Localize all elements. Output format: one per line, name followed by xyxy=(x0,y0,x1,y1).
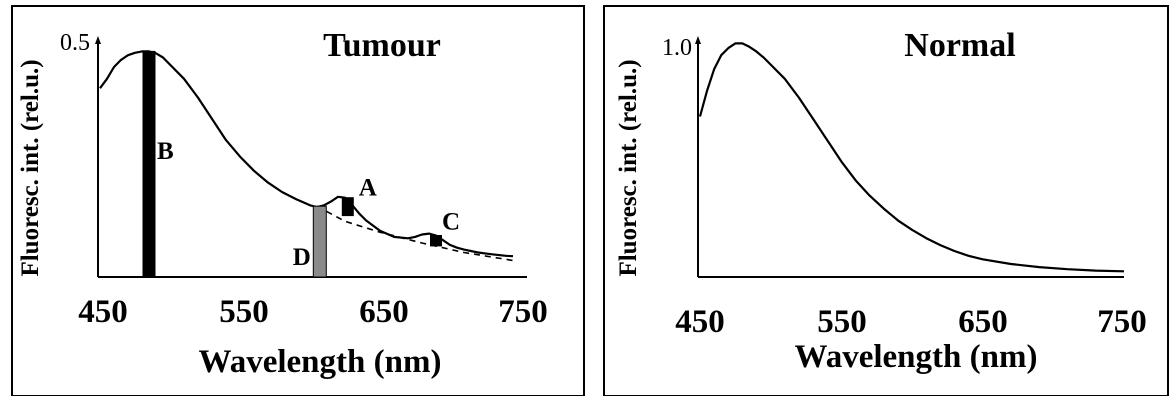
tumour-x-tick-label: 650 xyxy=(359,294,409,330)
tumour-marker-b-label: B xyxy=(157,138,174,165)
tumour-x-tick-label: 750 xyxy=(498,294,548,330)
tumour-marker-d-label: D xyxy=(293,244,311,271)
tumour-x-axis-label: Wavelength (nm) xyxy=(199,344,442,380)
normal-series-spectrum xyxy=(698,42,1125,273)
tumour-series-baseline-dashed xyxy=(316,205,514,262)
tumour-y-axis-arrow xyxy=(95,36,101,44)
tumour-plot-area: B A C D xyxy=(99,50,514,278)
tumour-panel: Tumour 0.5 Fluoresc. int. (rel.u.) Wavel… xyxy=(11,5,585,396)
normal-title: Normal xyxy=(904,27,1015,64)
tumour-marker-c-bar xyxy=(430,235,442,247)
tumour-x-tick-label: 450 xyxy=(78,294,128,330)
normal-y-max-label: 1.0 xyxy=(662,35,692,61)
tumour-panel-frame xyxy=(11,5,585,396)
normal-x-tick-label: 450 xyxy=(675,304,725,340)
normal-plot-area xyxy=(698,42,1125,273)
normal-y-axis-label: Fluoresc. int. (rel.u.) xyxy=(615,59,642,276)
tumour-marker-d-bar xyxy=(312,205,327,278)
tumour-marker-a-label: A xyxy=(359,175,377,202)
tumour-title: Tumour xyxy=(323,27,441,64)
tumour-marker-c-label: C xyxy=(442,209,460,236)
normal-panel: Normal 1.0 Fluoresc. int. (rel.u.) Wavel… xyxy=(603,5,1169,396)
normal-x-tick-label: 650 xyxy=(958,304,1008,340)
normal-x-axis-label: Wavelength (nm) xyxy=(795,339,1038,375)
tumour-marker-b-bar xyxy=(142,50,156,278)
normal-x-tick-label: 550 xyxy=(817,304,867,340)
tumour-y-axis-label: Fluoresc. int. (rel.u.) xyxy=(17,59,44,276)
normal-x-tick-label: 750 xyxy=(1097,304,1147,340)
normal-panel-frame xyxy=(603,5,1169,396)
tumour-marker-a-bar xyxy=(341,197,354,217)
normal-y-axis-arrow xyxy=(695,36,701,44)
tumour-y-max-label: 0.5 xyxy=(60,30,90,56)
tumour-x-tick-label: 550 xyxy=(219,294,269,330)
